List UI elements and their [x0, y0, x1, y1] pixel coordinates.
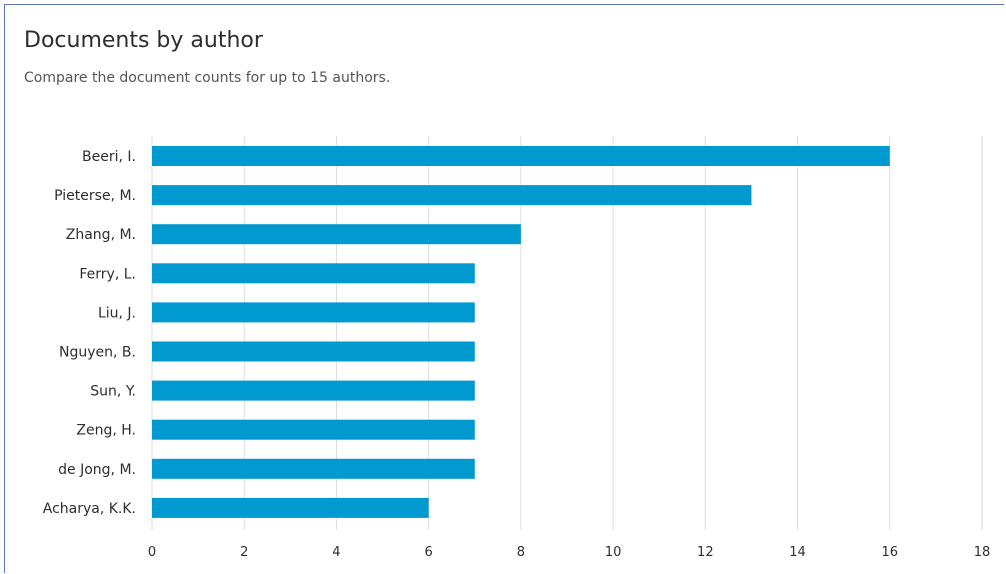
bar[interactable] [152, 263, 475, 284]
x-tick-label: 2 [240, 545, 248, 560]
x-tick-label: 8 [517, 545, 525, 560]
category-label: Nguyen, B. [59, 345, 136, 361]
bar[interactable] [152, 146, 890, 166]
x-tick-label: 4 [332, 545, 340, 560]
category-label: de Jong, M. [58, 462, 136, 478]
bar[interactable] [152, 380, 475, 401]
page-title: Documents by author [24, 28, 263, 53]
category-label: Pieterse, M. [54, 188, 136, 204]
x-tick-label: 18 [974, 545, 991, 560]
category-labels: Beeri, I. Pieterse, M. Zhang, M. Ferry, L. L… [43, 149, 136, 517]
bar[interactable] [152, 458, 475, 479]
category-label: Liu, J. [98, 305, 136, 321]
x-axis-ticks: 0 2 4 6 8 10 12 14 16 18 [148, 545, 990, 560]
category-label: Zeng, H. [76, 423, 136, 439]
x-tick-label: 0 [148, 545, 156, 560]
x-tick-label: 10 [605, 545, 622, 560]
category-label: Zhang, M. [66, 227, 136, 243]
category-label: Acharya, K.K. [43, 501, 136, 517]
x-tick-label: 6 [425, 545, 433, 560]
bar[interactable] [152, 302, 475, 323]
page-subtitle: Compare the document counts for up to 15… [24, 70, 391, 86]
bar[interactable] [152, 419, 475, 440]
x-tick-label: 16 [882, 545, 899, 560]
category-label: Ferry, L. [79, 266, 136, 282]
bars [152, 146, 890, 518]
bar[interactable] [152, 185, 752, 206]
category-label: Sun, Y. [90, 384, 136, 400]
x-tick-label: 14 [789, 545, 806, 560]
x-tick-label: 12 [697, 545, 714, 560]
category-label: Beeri, I. [82, 149, 136, 165]
bar[interactable] [152, 497, 429, 518]
bar[interactable] [152, 341, 475, 362]
bar[interactable] [152, 224, 521, 245]
